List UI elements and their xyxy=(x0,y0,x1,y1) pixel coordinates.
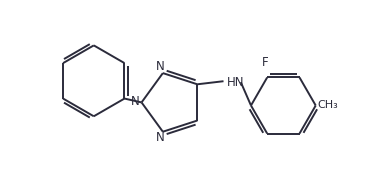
Text: N: N xyxy=(131,95,139,108)
Text: CH₃: CH₃ xyxy=(317,101,338,110)
Text: N: N xyxy=(156,131,165,144)
Text: N: N xyxy=(156,60,165,73)
Text: HN: HN xyxy=(226,76,244,89)
Text: F: F xyxy=(262,56,269,69)
